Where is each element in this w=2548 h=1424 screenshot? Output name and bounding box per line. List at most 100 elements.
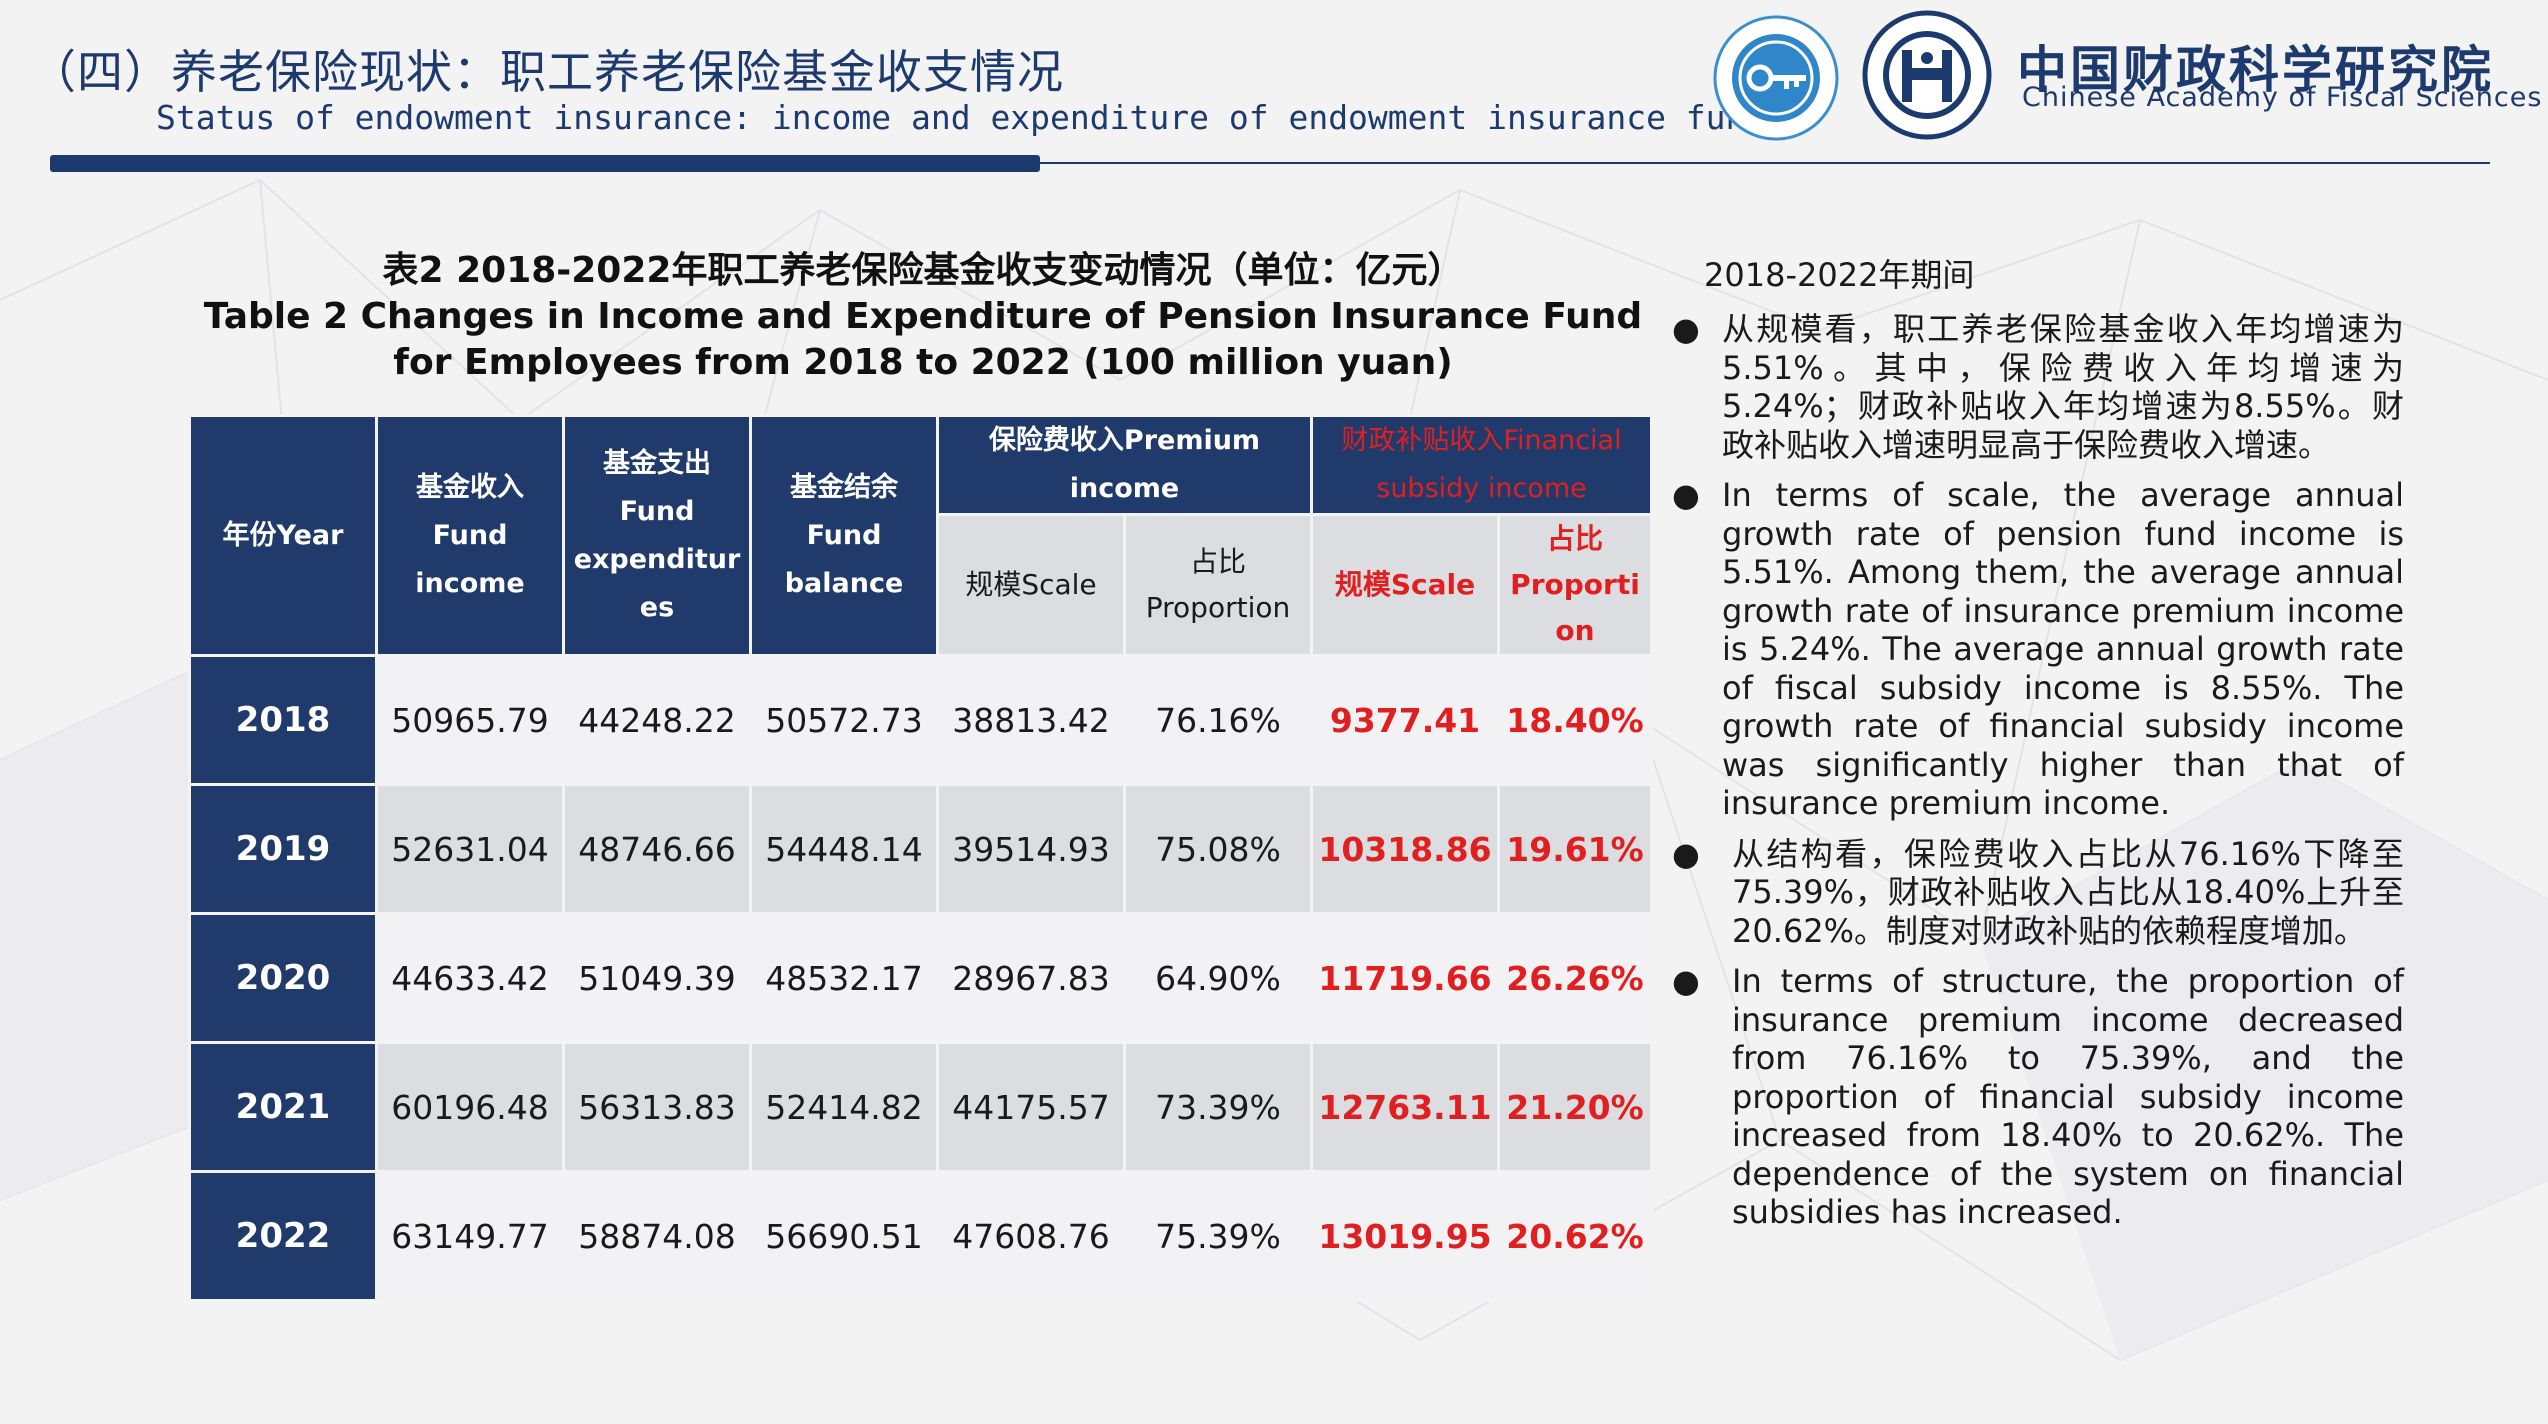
header-fund-expenditure: 基金支出 Fund expenditur es (565, 417, 749, 654)
note-item: ● 从结构看，保险费收入占比从76.16%下降至75.39%，财政补贴收入占比从… (1660, 835, 2404, 951)
header-subsidy-income-line: subsidy income (1376, 473, 1587, 504)
header-divider (1040, 162, 2490, 164)
header-fund-expenditure-line: 基金支出 (603, 447, 711, 479)
cell-fund-balance: 52414.82 (752, 1044, 936, 1170)
header-fund-balance-line: 基金结余 (790, 471, 898, 503)
cell-subsidy-proportion: 21.20% (1500, 1044, 1650, 1170)
cell-subsidy-scale: 9377.41 (1313, 657, 1497, 783)
cell-subsidy-scale: 13019.95 (1313, 1173, 1497, 1299)
header-fund-income-line: Fund (432, 519, 508, 551)
header-fund-income-line: 基金收入 (416, 471, 524, 503)
cell-fund-income: 60196.48 (378, 1044, 562, 1170)
header-subsidy-income: 财政补贴收入Financial subsidy income (1313, 417, 1650, 513)
table-row: 2022 63149.77 58874.08 56690.51 47608.76… (191, 1173, 1650, 1299)
note-item: ● 从规模看，职工养老保险基金收入年均增速为5.51%。其中，保险费收入年均增速… (1660, 310, 2404, 464)
header-fund-expenditure-line: es (639, 591, 675, 623)
page-subtitle: Status of endowment insurance: income an… (156, 98, 1766, 137)
header-fund-balance-line: Fund (806, 519, 882, 551)
cell-fund-expenditure: 44248.22 (565, 657, 749, 783)
cell-subsidy-scale: 10318.86 (1313, 786, 1497, 912)
header-premium-income-line: income (1069, 473, 1180, 504)
cell-premium-proportion: 64.90% (1126, 915, 1310, 1041)
fund-table: 年份Year 基金收入 Fund income 基金支出 Fund expend… (188, 414, 1653, 1302)
header-subsidy-proportion: 占比 Proporti on (1500, 516, 1650, 654)
cell-premium-scale: 44175.57 (939, 1044, 1123, 1170)
bullet-icon: ● (1672, 476, 1700, 514)
cell-subsidy-scale: 12763.11 (1313, 1044, 1497, 1170)
cell-fund-expenditure: 56313.83 (565, 1044, 749, 1170)
institution-name-en: Chinese Academy of Fiscal Sciences (2022, 82, 2543, 113)
table-title: 表2 2018-2022年职工养老保险基金收支变动情况（单位：亿元） Table… (188, 248, 1658, 386)
cell-subsidy-proportion: 26.26% (1500, 915, 1650, 1041)
bullet-icon: ● (1672, 310, 1700, 348)
cell-premium-proportion: 75.39% (1126, 1173, 1310, 1299)
page-title: （四）养老保险现状：职工养老保险基金收支情况 (30, 45, 1064, 99)
header-fund-balance-line: balance (784, 567, 904, 599)
cell-premium-scale: 28967.83 (939, 915, 1123, 1041)
notes-panel: 2018-2022年期间 ● 从规模看，职工养老保险基金收入年均增速为5.51%… (1660, 250, 2404, 1244)
institution-name-zh: 中国财政科学研究院 (2017, 41, 2494, 99)
header-premium-proportion-line: Proportion (1145, 591, 1291, 624)
cell-year: 2018 (191, 657, 375, 783)
header-year: 年份Year (191, 417, 375, 654)
table-title-zh: 表2 2018-2022年职工养老保险基金收支变动情况（单位：亿元） (382, 250, 1464, 291)
header-subsidy-income-line: 财政补贴收入Financial (1341, 425, 1622, 456)
cell-premium-proportion: 75.08% (1126, 786, 1310, 912)
cell-fund-income: 52631.04 (378, 786, 562, 912)
header-premium-proportion-line: 占比 (1189, 545, 1246, 578)
cell-premium-proportion: 76.16% (1126, 657, 1310, 783)
cell-subsidy-proportion: 18.40% (1500, 657, 1650, 783)
header-premium-income-line: 保险费收入Premium (988, 425, 1261, 456)
table-row: 2018 50965.79 44248.22 50572.73 38813.42… (191, 657, 1650, 783)
cell-subsidy-proportion: 19.61% (1500, 786, 1650, 912)
note-item: ● In terms of structure, the proportion … (1660, 962, 2404, 1232)
academy-seal-logo-icon (1862, 10, 1992, 140)
cell-subsidy-proportion: 20.62% (1500, 1173, 1650, 1299)
cell-fund-balance: 48532.17 (752, 915, 936, 1041)
table-title-en: Table 2 Changes in Income and Expenditur… (203, 296, 1643, 383)
header-fund-income: 基金收入 Fund income (378, 417, 562, 654)
bullet-icon: ● (1672, 962, 1700, 1000)
note-text: In terms of structure, the proportion of… (1732, 962, 2404, 1231)
cell-fund-income: 50965.79 (378, 657, 562, 783)
cell-fund-expenditure: 48746.66 (565, 786, 749, 912)
cell-year: 2021 (191, 1044, 375, 1170)
header-fund-balance: 基金结余 Fund balance (752, 417, 936, 654)
cell-premium-scale: 39514.93 (939, 786, 1123, 912)
cell-year: 2020 (191, 915, 375, 1041)
cell-fund-expenditure: 58874.08 (565, 1173, 749, 1299)
header-fund-expenditure-line: Fund (619, 495, 695, 527)
header-subsidy-proportion-line: on (1555, 614, 1595, 647)
table-row: 2021 60196.48 56313.83 52414.82 44175.57… (191, 1044, 1650, 1170)
note-text: 从结构看，保险费收入占比从76.16%下降至75.39%，财政补贴收入占比从18… (1732, 834, 2404, 950)
notes-period: 2018-2022年期间 (1704, 256, 1975, 294)
cell-year: 2019 (191, 786, 375, 912)
table-row: 2019 52631.04 48746.66 54448.14 39514.93… (191, 786, 1650, 912)
cell-premium-proportion: 73.39% (1126, 1044, 1310, 1170)
cell-fund-balance: 56690.51 (752, 1173, 936, 1299)
cell-fund-income: 63149.77 (378, 1173, 562, 1299)
cell-fund-expenditure: 51049.39 (565, 915, 749, 1041)
note-item: ● In terms of scale, the average annual … (1660, 476, 2404, 823)
note-text: 从规模看，职工养老保险基金收入年均增速为5.51%。其中，保险费收入年均增速为5… (1722, 310, 2404, 464)
header-premium-scale: 规模Scale (939, 516, 1123, 654)
header-accent-bar (50, 155, 1040, 172)
table-row: 2020 44633.42 51049.39 48532.17 28967.83… (191, 915, 1650, 1041)
note-text: In terms of scale, the average annual gr… (1722, 476, 2404, 822)
cell-fund-balance: 54448.14 (752, 786, 936, 912)
cell-fund-balance: 50572.73 (752, 657, 936, 783)
header-subsidy-scale: 规模Scale (1313, 516, 1497, 654)
cell-premium-scale: 47608.76 (939, 1173, 1123, 1299)
header-subsidy-proportion-line: 占比 (1546, 522, 1603, 555)
header-premium-income: 保险费收入Premium income (939, 417, 1310, 513)
think-tank-logo-icon (1713, 15, 1839, 141)
cell-premium-scale: 38813.42 (939, 657, 1123, 783)
header-premium-proportion: 占比 Proportion (1126, 516, 1310, 654)
header-subsidy-proportion-line: Proporti (1510, 568, 1640, 601)
bullet-icon: ● (1672, 834, 1700, 873)
header-fund-expenditure-line: expenditur (573, 543, 741, 575)
cell-fund-income: 44633.42 (378, 915, 562, 1041)
cell-subsidy-scale: 11719.66 (1313, 915, 1497, 1041)
header-fund-income-line: income (415, 567, 525, 599)
cell-year: 2022 (191, 1173, 375, 1299)
